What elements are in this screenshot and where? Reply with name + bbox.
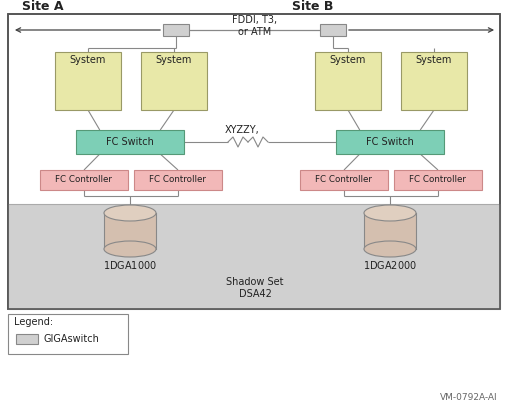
Bar: [76, 130, 184, 154]
Bar: [315, 52, 380, 110]
Text: Site B: Site B: [292, 0, 333, 13]
Ellipse shape: [104, 241, 156, 257]
Bar: [8, 314, 128, 354]
Ellipse shape: [104, 205, 156, 221]
Bar: [400, 52, 466, 110]
Bar: [163, 24, 189, 36]
Text: System: System: [329, 55, 365, 65]
Bar: [319, 24, 345, 36]
Bar: [16, 334, 38, 344]
Text: System: System: [415, 55, 451, 65]
Text: FC Controller: FC Controller: [55, 175, 112, 185]
Text: FC Switch: FC Switch: [106, 137, 154, 147]
Text: FC Switch: FC Switch: [365, 137, 413, 147]
Ellipse shape: [363, 205, 415, 221]
Bar: [299, 170, 387, 190]
Bar: [8, 204, 499, 309]
Text: System: System: [156, 55, 192, 65]
Text: XYZZY,: XYZZY,: [224, 125, 259, 135]
Text: Legend:: Legend:: [14, 317, 53, 327]
Text: $1$DGA2000: $1$DGA2000: [362, 259, 416, 271]
Bar: [8, 14, 499, 309]
Bar: [8, 204, 499, 309]
Text: GIGAswitch: GIGAswitch: [44, 334, 100, 344]
Text: Site A: Site A: [22, 0, 64, 13]
Bar: [393, 170, 481, 190]
Bar: [140, 52, 207, 110]
Text: FDDI, T3,
or ATM: FDDI, T3, or ATM: [232, 15, 277, 37]
Ellipse shape: [363, 241, 415, 257]
Bar: [40, 170, 128, 190]
Text: Shadow Set
DSA42: Shadow Set DSA42: [226, 277, 283, 299]
Bar: [55, 52, 121, 110]
Text: FC Controller: FC Controller: [409, 175, 466, 185]
Bar: [363, 213, 415, 249]
Text: VM-0792A-AI: VM-0792A-AI: [439, 393, 497, 402]
Text: FC Controller: FC Controller: [149, 175, 206, 185]
Text: FC Controller: FC Controller: [315, 175, 372, 185]
Bar: [335, 130, 443, 154]
Text: $1$DGA1000: $1$DGA1000: [103, 259, 157, 271]
Bar: [104, 213, 156, 249]
Text: System: System: [70, 55, 106, 65]
Bar: [134, 170, 221, 190]
Bar: [8, 14, 499, 309]
